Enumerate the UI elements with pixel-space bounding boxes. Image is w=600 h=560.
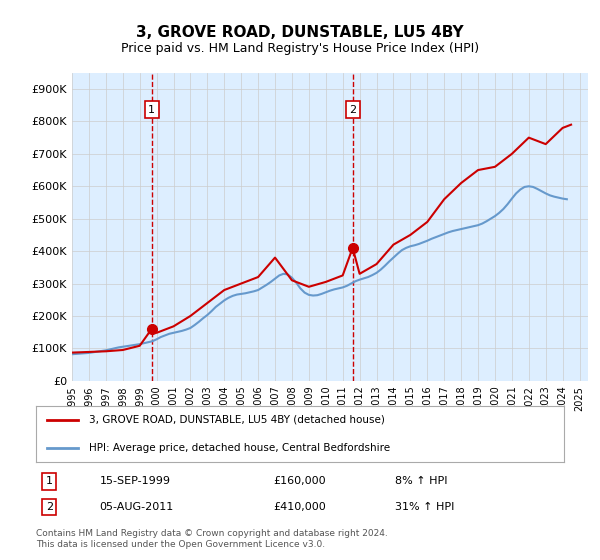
Text: 2: 2 — [349, 105, 356, 115]
Text: £160,000: £160,000 — [274, 476, 326, 486]
Text: 8% ↑ HPI: 8% ↑ HPI — [395, 476, 448, 486]
Text: Price paid vs. HM Land Registry's House Price Index (HPI): Price paid vs. HM Land Registry's House … — [121, 42, 479, 55]
Text: 3, GROVE ROAD, DUNSTABLE, LU5 4BY: 3, GROVE ROAD, DUNSTABLE, LU5 4BY — [136, 25, 464, 40]
Text: 05-AUG-2011: 05-AUG-2011 — [100, 502, 173, 512]
Text: Contains HM Land Registry data © Crown copyright and database right 2024.
This d: Contains HM Land Registry data © Crown c… — [36, 529, 388, 549]
Text: HPI: Average price, detached house, Central Bedfordshire: HPI: Average price, detached house, Cent… — [89, 443, 390, 453]
Text: 1: 1 — [148, 105, 155, 115]
Text: 3, GROVE ROAD, DUNSTABLE, LU5 4BY (detached house): 3, GROVE ROAD, DUNSTABLE, LU5 4BY (detac… — [89, 415, 385, 425]
Text: 1: 1 — [46, 476, 53, 486]
Text: 2: 2 — [46, 502, 53, 512]
Text: £410,000: £410,000 — [274, 502, 326, 512]
Text: 31% ↑ HPI: 31% ↑ HPI — [395, 502, 454, 512]
Text: 15-SEP-1999: 15-SEP-1999 — [100, 476, 170, 486]
